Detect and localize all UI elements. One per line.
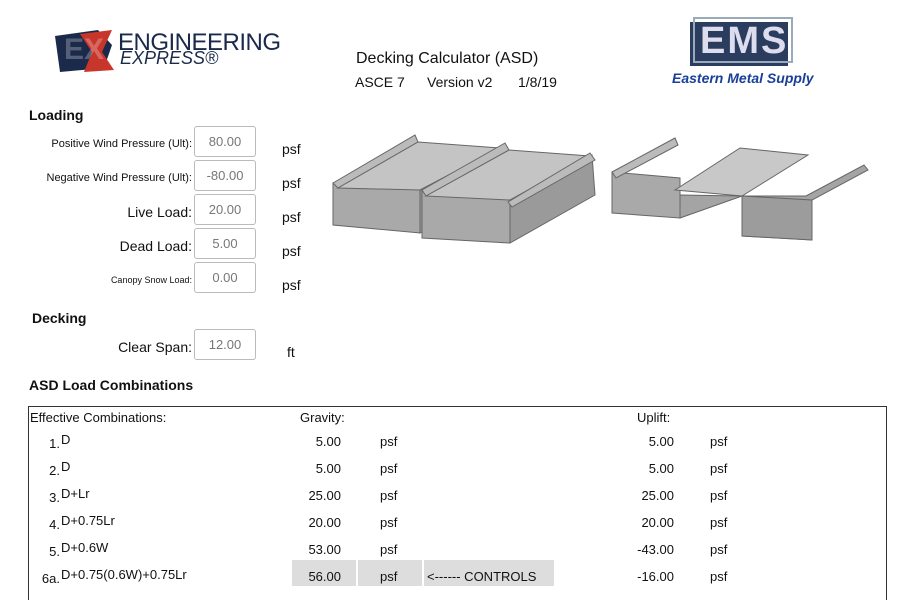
input-box[interactable]: 80.00 <box>194 126 256 157</box>
unit-label: psf <box>282 175 301 191</box>
row-number: 3. <box>49 490 60 505</box>
gravity-value: 53.00 <box>308 542 341 557</box>
logo-ems <box>690 17 793 66</box>
uplift-value: 25.00 <box>641 488 674 503</box>
gravity-unit: psf <box>380 542 398 557</box>
uplift-unit: psf <box>710 542 728 557</box>
field-label: Clear Span: <box>118 339 192 355</box>
logo-line2: EXPRESS® <box>120 48 219 68</box>
row-number: 4. <box>49 517 60 532</box>
uplift-value: -43.00 <box>637 542 674 557</box>
gravity-unit: psf <box>380 569 398 584</box>
row-number: 6a. <box>41 571 60 586</box>
gravity-value: 20.00 <box>308 515 341 530</box>
logo-ex <box>55 30 114 72</box>
section-heading: ASD Load Combinations <box>29 377 194 393</box>
subtitle-date: 1/8/19 <box>518 74 557 90</box>
unit-label: psf <box>282 141 301 157</box>
gravity-value: 25.00 <box>308 488 341 503</box>
gravity-unit: psf <box>380 461 398 476</box>
gravity-value: 5.00 <box>315 461 341 476</box>
highlight <box>292 560 356 586</box>
uplift-value: 5.00 <box>648 434 674 449</box>
row-number: 5. <box>49 544 60 559</box>
uplift-unit: psf <box>710 434 728 449</box>
column-header: Uplift: <box>637 410 671 425</box>
field-label: Negative Wind Pressure (Ult): <box>46 171 193 184</box>
subtitle-standard: ASCE 7 <box>355 74 405 90</box>
controls-note: <------ CONTROLS <box>427 569 537 584</box>
ems-mark: EMS <box>700 20 789 62</box>
unit-label: psf <box>282 277 301 293</box>
highlight <box>358 560 422 586</box>
unit-label: psf <box>282 209 301 225</box>
input-box[interactable]: 12.00 <box>194 329 256 360</box>
uplift-unit: psf <box>710 488 728 503</box>
row-number: 2. <box>49 463 60 478</box>
gravity-unit: psf <box>380 488 398 503</box>
field-label: Live Load: <box>127 204 192 220</box>
row-formula: D <box>61 432 71 447</box>
column-header: Effective Combinations: <box>30 410 167 425</box>
logo-line1: ENGINEERING <box>118 29 281 56</box>
title: Decking Calculator (ASD) <box>356 50 539 67</box>
decking-image-left <box>332 134 596 244</box>
field-label: Positive Wind Pressure (Ult): <box>51 137 192 150</box>
uplift-unit: psf <box>710 569 728 584</box>
uplift-value: 5.00 <box>648 461 674 476</box>
uplift-unit: psf <box>710 461 728 476</box>
column-header: Gravity: <box>300 410 345 425</box>
section-heading: Decking <box>32 310 87 326</box>
gravity-unit: psf <box>380 515 398 530</box>
row-formula: D <box>61 459 71 474</box>
row-formula: D+Lr <box>61 486 90 501</box>
uplift-unit: psf <box>710 515 728 530</box>
row-formula: D+0.75(0.6W)+0.75Lr <box>61 567 187 582</box>
combinations-table <box>28 406 887 600</box>
row-formula: D+0.6W <box>61 540 109 555</box>
decking-image-right <box>611 137 869 241</box>
ems-name: Eastern Metal Supply <box>672 70 814 86</box>
highlight <box>424 560 554 586</box>
gravity-value: 5.00 <box>315 434 341 449</box>
uplift-value: -16.00 <box>637 569 674 584</box>
gravity-unit: psf <box>380 434 398 449</box>
input-box[interactable]: 20.00 <box>194 194 256 225</box>
logo-mark: EX <box>64 33 105 66</box>
field-label: Dead Load: <box>119 238 192 254</box>
row-number: 1. <box>49 436 60 451</box>
unit-label: ft <box>287 344 295 360</box>
subtitle-version: Version v2 <box>427 74 493 90</box>
section-heading: Loading <box>29 107 84 123</box>
uplift-value: 20.00 <box>641 515 674 530</box>
input-box[interactable]: 0.00 <box>194 262 256 293</box>
unit-label: psf <box>282 243 301 259</box>
field-label: Canopy Snow Load: <box>110 274 192 285</box>
input-box[interactable]: 5.00 <box>194 228 256 259</box>
gravity-value: 56.00 <box>308 569 341 584</box>
input-box[interactable]: -80.00 <box>194 160 256 191</box>
row-formula: D+0.75Lr <box>61 513 115 528</box>
